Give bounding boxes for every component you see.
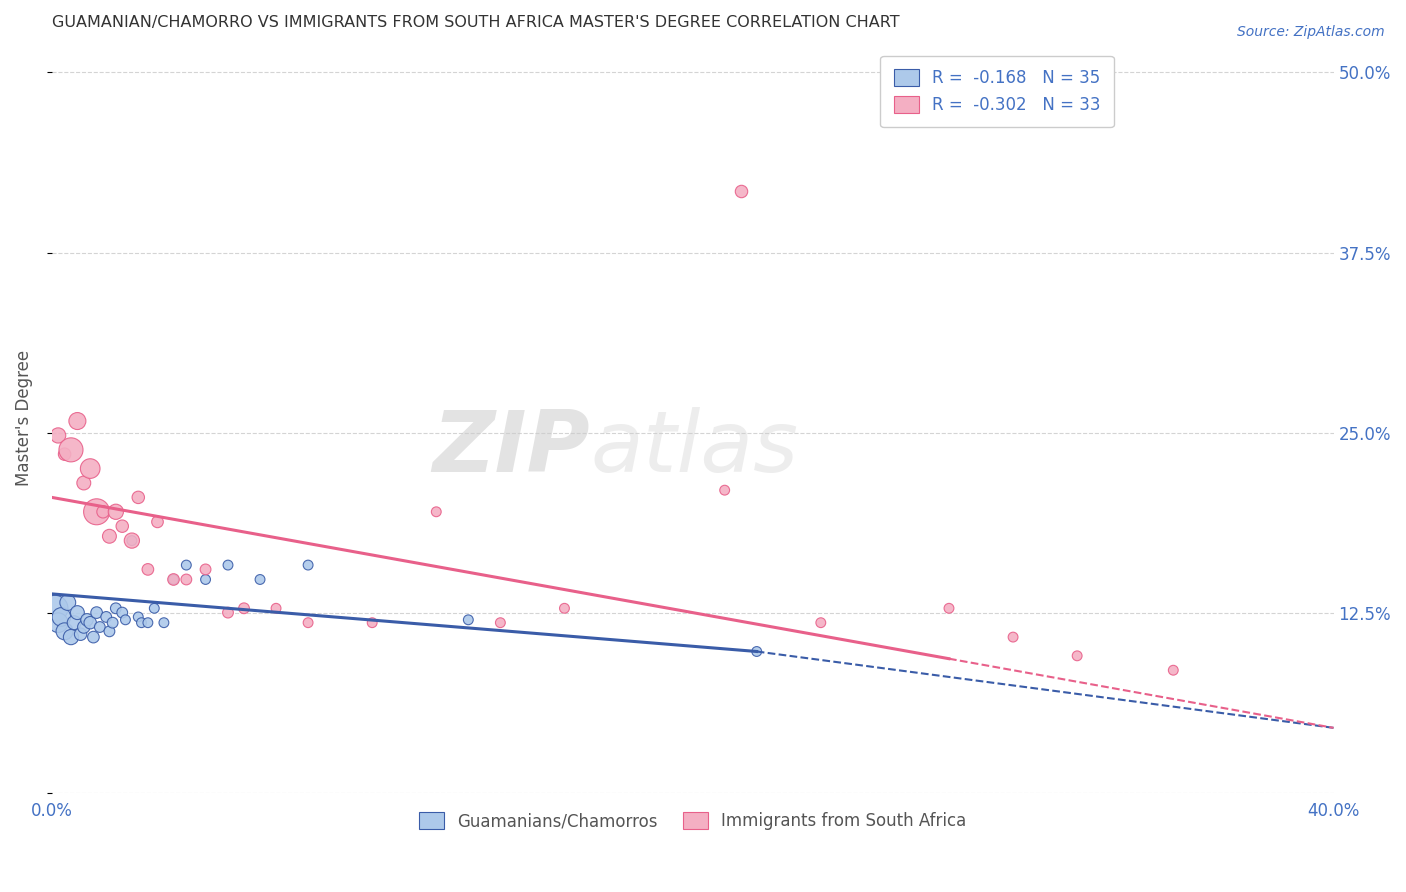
Point [136, 615, 159, 630]
Point [361, 615, 384, 630]
Point [457, 613, 479, 627]
Point [86, 606, 108, 620]
Point [425, 505, 447, 519]
Point [194, 562, 217, 576]
Text: ZIP: ZIP [433, 407, 591, 490]
Point [111, 519, 134, 533]
Point [713, 483, 735, 498]
Point [101, 615, 124, 630]
Text: Source: ZipAtlas.com: Source: ZipAtlas.com [1237, 25, 1385, 39]
Point [98, 529, 121, 543]
Point [69, 627, 91, 641]
Point [98, 624, 121, 639]
Point [44, 601, 66, 615]
Point [136, 562, 159, 576]
Point [264, 601, 287, 615]
Point [56, 595, 79, 609]
Point [1002, 630, 1025, 644]
Point [249, 573, 271, 587]
Point [73, 620, 96, 634]
Point [76, 613, 98, 627]
Point [73, 475, 96, 490]
Point [104, 505, 127, 519]
Point [66, 414, 89, 428]
Point [63, 615, 86, 630]
Point [53, 447, 76, 461]
Point [162, 573, 184, 587]
Point [127, 491, 149, 505]
Point [46, 615, 69, 630]
Y-axis label: Master's Degree: Master's Degree [15, 350, 32, 486]
Point [162, 573, 184, 587]
Point [114, 613, 136, 627]
Point [91, 505, 114, 519]
Point [297, 558, 319, 572]
Point [79, 615, 101, 630]
Point [66, 606, 89, 620]
Point [131, 615, 153, 630]
Point [46, 428, 69, 442]
Point [59, 442, 82, 457]
Point [111, 606, 134, 620]
Point [810, 615, 832, 630]
Point [938, 601, 960, 615]
Point [104, 601, 127, 615]
Point [59, 630, 82, 644]
Point [121, 533, 143, 548]
Point [79, 461, 101, 475]
Point [194, 573, 217, 587]
Point [217, 606, 239, 620]
Point [1161, 663, 1184, 677]
Point [730, 184, 752, 198]
Text: atlas: atlas [591, 407, 799, 490]
Point [553, 601, 575, 615]
Point [1066, 648, 1088, 663]
Point [176, 573, 198, 587]
Point [82, 630, 104, 644]
Point [121, 533, 143, 548]
Legend: Guamanians/Chamorros, Immigrants from South Africa: Guamanians/Chamorros, Immigrants from So… [412, 805, 973, 837]
Point [53, 624, 76, 639]
Point [297, 615, 319, 630]
Point [86, 505, 108, 519]
Point [217, 558, 239, 572]
Point [143, 601, 166, 615]
Point [146, 515, 169, 529]
Point [176, 558, 198, 572]
Point [96, 610, 118, 624]
Point [489, 615, 512, 630]
Point [153, 615, 176, 630]
Point [127, 610, 149, 624]
Point [745, 644, 768, 658]
Point [89, 620, 111, 634]
Text: GUAMANIAN/CHAMORRO VS IMMIGRANTS FROM SOUTH AFRICA MASTER'S DEGREE CORRELATION C: GUAMANIAN/CHAMORRO VS IMMIGRANTS FROM SO… [52, 15, 900, 30]
Point [51, 610, 73, 624]
Point [233, 601, 256, 615]
